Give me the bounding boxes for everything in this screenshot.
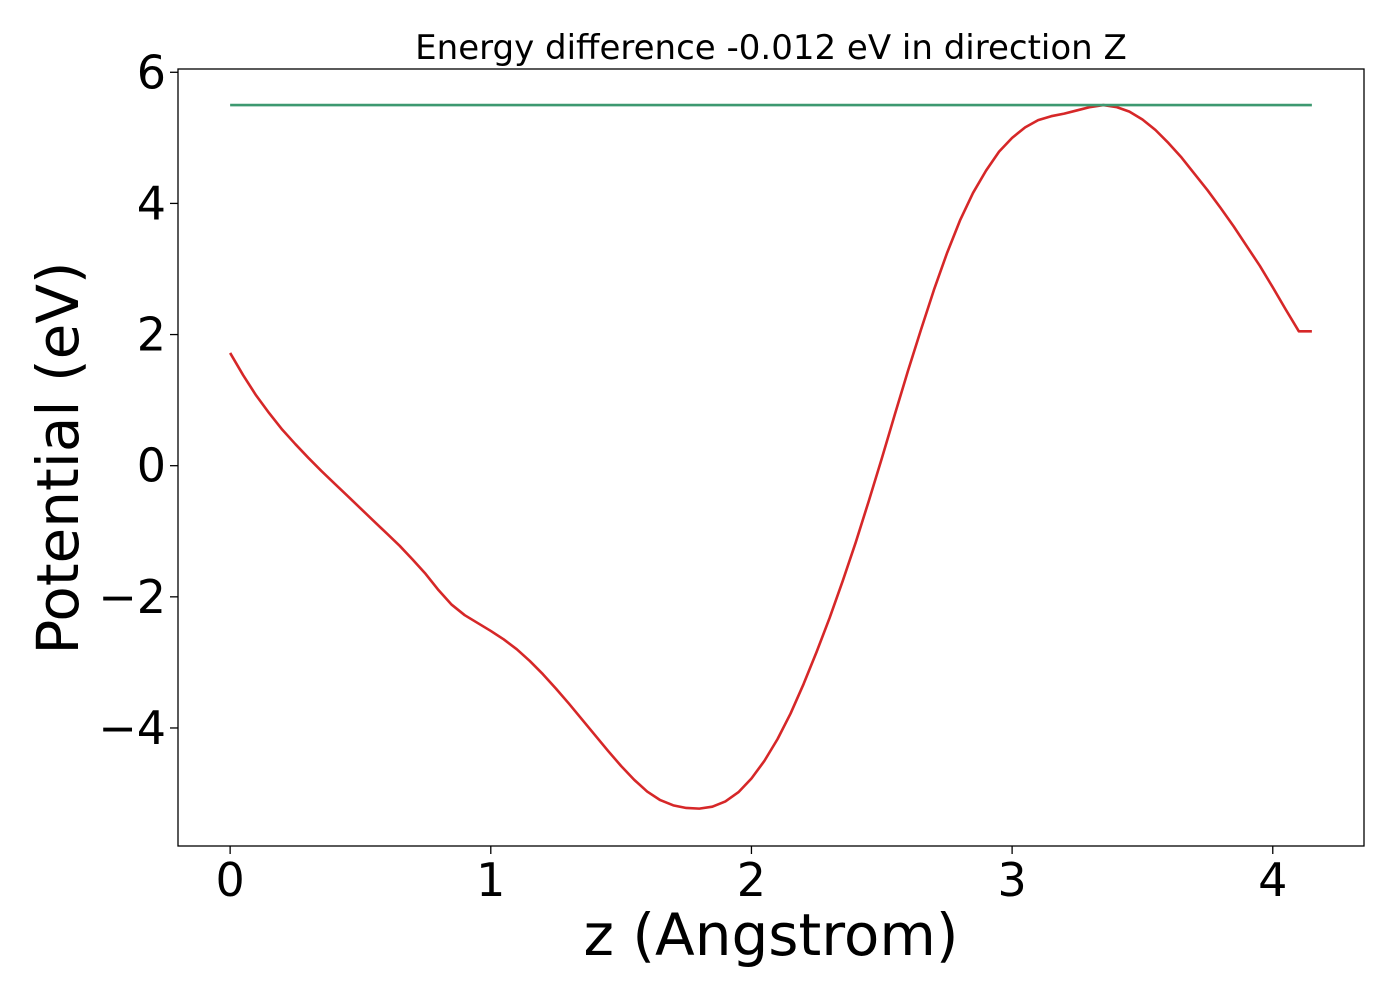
x-tick-label: 0 [215, 853, 244, 907]
y-tick-label: 2 [137, 308, 166, 362]
y-axis-ticks: −4 −2 0 2 4 6 [98, 45, 178, 755]
plot-lines [229, 103, 1312, 810]
x-axis-ticks: 0 1 2 3 4 [215, 846, 1287, 907]
plot-frame [177, 68, 1365, 847]
chart-title: Energy difference -0.012 eV in direction… [415, 28, 1127, 68]
x-tick-label: 4 [1258, 853, 1287, 907]
x-tick-label: 1 [476, 853, 505, 907]
y-tick-label: −4 [98, 701, 166, 755]
x-tick-label: 3 [997, 853, 1026, 907]
series-line-0 [229, 103, 1312, 810]
y-tick-label: 0 [137, 439, 166, 493]
y-tick-label: −2 [98, 570, 166, 624]
x-tick-label: 2 [737, 853, 766, 907]
y-tick-label: 6 [137, 45, 166, 99]
y-tick-label: 4 [137, 176, 166, 230]
x-axis-label: z (Angstrom) [584, 901, 959, 969]
y-axis-label: Potential (eV) [24, 261, 92, 654]
